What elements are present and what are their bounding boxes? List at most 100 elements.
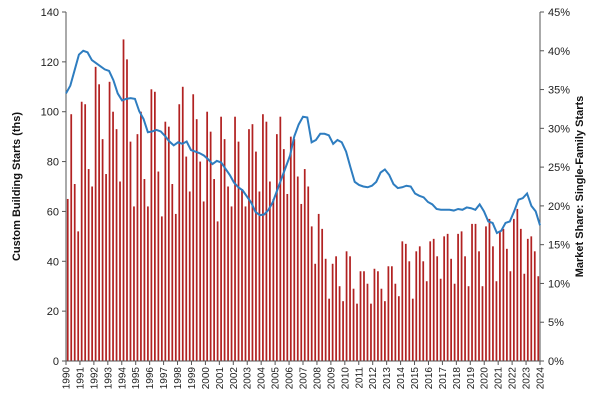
bar <box>422 261 425 361</box>
x-tick-label: 2003 <box>243 367 254 390</box>
y-left-tick-label: 0 <box>53 356 59 368</box>
bar <box>244 206 247 361</box>
y-right-tick-label: 10% <box>548 278 570 290</box>
bar <box>150 89 153 361</box>
bar <box>359 271 362 361</box>
x-tick-label: 1998 <box>173 367 184 390</box>
x-tick-label: 2023 <box>522 367 533 390</box>
x-tick-label: 2014 <box>396 367 407 390</box>
bar <box>91 186 94 361</box>
bar <box>98 84 100 361</box>
bar <box>282 149 285 361</box>
bar <box>157 171 160 361</box>
x-tick-label: 2009 <box>326 367 337 390</box>
y-right-tick-label: 25% <box>548 162 570 174</box>
bar <box>80 101 83 362</box>
bar <box>488 218 491 361</box>
bar <box>87 169 90 361</box>
bar <box>492 246 494 361</box>
bar <box>526 238 529 361</box>
x-tick-label: 2019 <box>466 367 477 390</box>
bar <box>373 268 376 361</box>
bar <box>251 124 254 362</box>
x-tick-label: 2006 <box>285 367 296 390</box>
bar <box>397 296 400 361</box>
y-right-tick-label: 5% <box>548 317 564 329</box>
bar <box>345 251 348 361</box>
bar <box>77 231 80 361</box>
x-tick-label: 2008 <box>312 367 323 390</box>
bar <box>279 116 282 361</box>
bar <box>380 288 383 361</box>
bar <box>300 203 303 361</box>
bar <box>512 218 515 361</box>
bar <box>213 179 215 361</box>
y-left-tick-label: 140 <box>41 7 59 19</box>
bar <box>230 206 233 361</box>
bar <box>272 198 275 361</box>
bar <box>387 266 390 361</box>
bar <box>171 184 174 361</box>
bar <box>436 256 439 361</box>
bar <box>537 276 540 361</box>
bar <box>453 283 456 361</box>
bar <box>227 186 229 361</box>
x-tick-label: 2004 <box>257 367 268 390</box>
bar <box>471 223 473 361</box>
x-tick-label: 1990 <box>62 367 73 390</box>
bar <box>321 228 324 361</box>
bar <box>154 91 156 362</box>
x-tick-label: 1992 <box>89 367 100 390</box>
bar <box>425 281 428 361</box>
bar <box>450 258 452 361</box>
bar <box>377 271 379 361</box>
x-tick-label: 2005 <box>271 367 282 390</box>
market-share-line <box>65 49 541 235</box>
bar <box>415 251 418 361</box>
x-tick-label: 2010 <box>340 367 351 390</box>
bar <box>370 303 372 361</box>
x-tick-label: 2016 <box>424 367 435 390</box>
bar <box>404 243 407 361</box>
bar <box>223 139 226 361</box>
x-tick-label: 2013 <box>382 367 393 390</box>
bar <box>328 298 331 361</box>
bar <box>464 256 466 361</box>
bar <box>216 221 219 361</box>
bar <box>474 223 477 361</box>
bar <box>265 121 268 361</box>
bar <box>140 111 142 362</box>
bar <box>220 116 222 361</box>
bar <box>394 283 397 361</box>
bar <box>324 258 327 361</box>
x-tick-label: 1997 <box>159 367 170 390</box>
bar <box>164 121 167 361</box>
bar <box>408 261 411 361</box>
bar <box>105 174 107 361</box>
bar <box>467 286 470 361</box>
x-tick-label: 2015 <box>410 367 421 390</box>
bar <box>199 161 202 361</box>
bar <box>418 246 421 361</box>
bar <box>262 114 264 362</box>
bar <box>181 86 184 361</box>
bar <box>101 139 104 361</box>
y-right-tick-label: 20% <box>548 201 570 213</box>
x-ticks: 1990 1991 1992 1993 1994 1995 1996 1997 1998 1999… <box>62 361 547 389</box>
bar <box>502 228 505 361</box>
bar <box>363 271 365 361</box>
y-left-tick-label: 20 <box>47 306 59 318</box>
bar <box>516 208 519 361</box>
bar <box>495 281 498 361</box>
bar <box>147 206 149 361</box>
x-tick-label: 2017 <box>438 367 449 390</box>
x-tick-label: 1999 <box>187 367 198 390</box>
x-tick-label: 2022 <box>508 367 519 390</box>
bar <box>519 228 522 361</box>
bar <box>185 156 188 361</box>
bar <box>126 59 128 362</box>
bar <box>84 104 87 362</box>
y-right-tick-label: 0% <box>548 356 564 368</box>
x-tick-label: 2002 <box>229 367 240 390</box>
